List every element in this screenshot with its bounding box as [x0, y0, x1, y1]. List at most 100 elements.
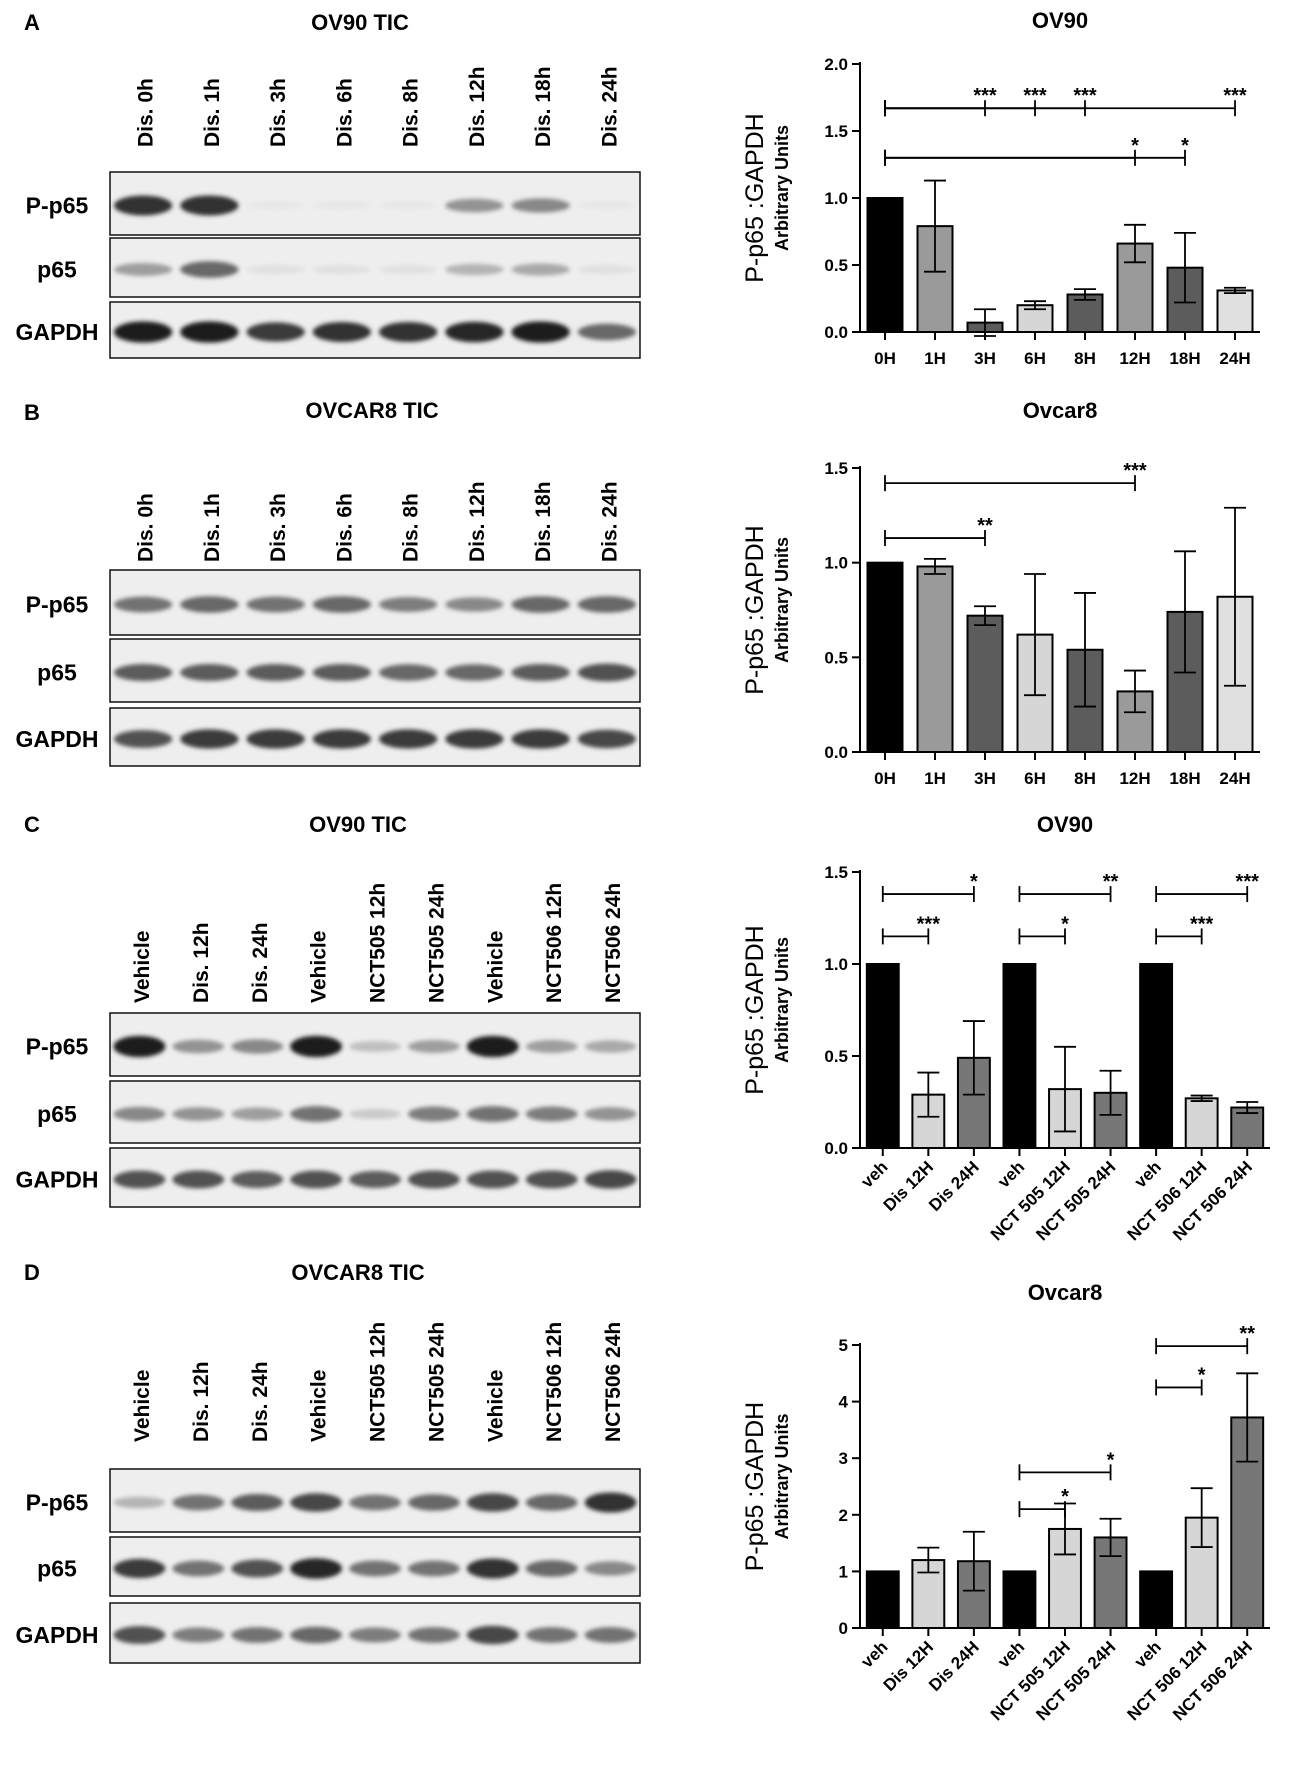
x-tick-label: 3H: [974, 769, 996, 788]
bar: [1139, 963, 1174, 1149]
blot-band: [378, 664, 438, 681]
lane-label: Dis. 24h: [249, 1361, 272, 1442]
blot-band: [445, 198, 504, 213]
y-axis-label: P-p65 :GAPDH: [741, 525, 769, 695]
x-tick-label: NCT 506 24H: [1169, 1157, 1256, 1244]
blot-strip: [109, 1536, 641, 1597]
lane-label: Dis. 12h: [190, 1361, 213, 1442]
blot-band: [525, 1494, 578, 1511]
blot-band: [290, 1035, 343, 1058]
blot-band: [466, 1170, 519, 1189]
blot-title: OV90 TIC: [311, 10, 409, 35]
blot-row-label: P-p65: [26, 592, 89, 618]
x-tick-label: 6H: [1024, 349, 1046, 368]
lane-label: Vehicle: [131, 931, 154, 1003]
significance-label: *: [1061, 1486, 1069, 1508]
error-bar: [962, 1530, 985, 1592]
blot-band: [584, 1040, 637, 1053]
x-tick-label: NCT 506 24H: [1169, 1637, 1256, 1724]
lane-label: Dis. 6h: [333, 493, 356, 562]
blot-band: [231, 1107, 284, 1121]
y-tick-label: 3: [839, 1449, 848, 1468]
blot-band: [290, 1493, 343, 1512]
blot-band: [445, 729, 504, 749]
blot-strip: [109, 1012, 641, 1077]
blot-band: [525, 1040, 578, 1053]
blot-band: [246, 663, 305, 682]
lane-label: Vehicle: [484, 1370, 507, 1442]
blot-band: [312, 322, 372, 342]
x-tick-label: 6H: [1024, 769, 1046, 788]
panel-letter: A: [24, 10, 40, 35]
blot-band: [172, 1494, 225, 1511]
significance-label: ***: [917, 913, 941, 935]
blot-band: [407, 1560, 460, 1577]
blot-strip: [109, 237, 641, 298]
blot-band: [577, 729, 637, 749]
blot-strip: [109, 301, 641, 359]
blot-band: [407, 1106, 460, 1122]
blot-band: [312, 265, 372, 274]
blot-title: OVCAR8 TIC: [305, 398, 438, 423]
bar: [866, 561, 904, 754]
blot-band: [378, 265, 438, 274]
blot-band: [511, 663, 570, 682]
x-tick-label: veh: [1131, 1157, 1165, 1191]
lane-label: Vehicle: [484, 931, 507, 1003]
y-tick-label: 1.0: [824, 189, 848, 208]
significance-bracket: *: [884, 135, 1139, 166]
blot-band: [584, 1170, 637, 1189]
error-bar: [1190, 1094, 1213, 1102]
blot-band: [511, 321, 570, 343]
blot-band: [525, 1170, 578, 1189]
blot-band: [113, 321, 173, 343]
blot-band: [577, 201, 637, 210]
x-tick-label: 18H: [1169, 769, 1200, 788]
blot-band: [113, 263, 173, 276]
blot-band: [577, 265, 637, 274]
blot-band: [577, 596, 637, 613]
error-bar: [917, 1071, 940, 1118]
x-tick-label: NCT 505 24H: [1032, 1637, 1119, 1724]
x-tick-label: veh: [857, 1157, 891, 1191]
blot-band: [290, 1626, 343, 1644]
blot-band: [113, 596, 173, 613]
blot-band: [113, 1106, 166, 1122]
x-tick-label: veh: [1131, 1637, 1165, 1671]
lane-label: NCT505 24h: [425, 1322, 448, 1442]
y-axis-label: P-p65 :GAPDH: [741, 1402, 769, 1572]
significance-label: *: [1061, 913, 1069, 935]
lane-label: Vehicle: [308, 1370, 331, 1442]
blot-band: [290, 1170, 343, 1189]
error-bar: [1024, 300, 1046, 311]
significance-label: *: [1107, 1449, 1115, 1471]
blot-band: [180, 195, 239, 216]
blot-band: [290, 1558, 343, 1579]
blot-band: [511, 596, 570, 613]
error-bar: [974, 605, 996, 627]
blot-row-label: GAPDH: [15, 319, 98, 345]
blot-band: [113, 663, 173, 682]
significance-label: *: [1181, 135, 1189, 157]
significance-label: *: [1131, 135, 1139, 157]
error-bar: [1074, 592, 1096, 708]
blot-band: [113, 1170, 166, 1189]
y-tick-label: 2.0: [824, 55, 848, 74]
y-tick-label: 0.5: [824, 256, 848, 275]
lane-label: Vehicle: [131, 1370, 154, 1442]
bar: [1002, 963, 1037, 1149]
y-tick-label: 4: [839, 1393, 849, 1412]
blot-band: [511, 729, 570, 749]
lane-label: Dis. 8h: [400, 78, 423, 147]
y-tick-label: 5: [839, 1336, 848, 1355]
blot-band: [407, 1627, 460, 1643]
blot-strip: [109, 1602, 641, 1664]
significance-label: ***: [1123, 460, 1147, 482]
y-tick-label: 1: [839, 1562, 848, 1581]
x-tick-label: 0H: [874, 349, 896, 368]
x-tick-label: Dis 24H: [925, 1157, 983, 1215]
y-tick-label: 1.5: [824, 459, 848, 478]
blot-band: [349, 1108, 401, 1120]
blot-strip: [109, 707, 641, 767]
